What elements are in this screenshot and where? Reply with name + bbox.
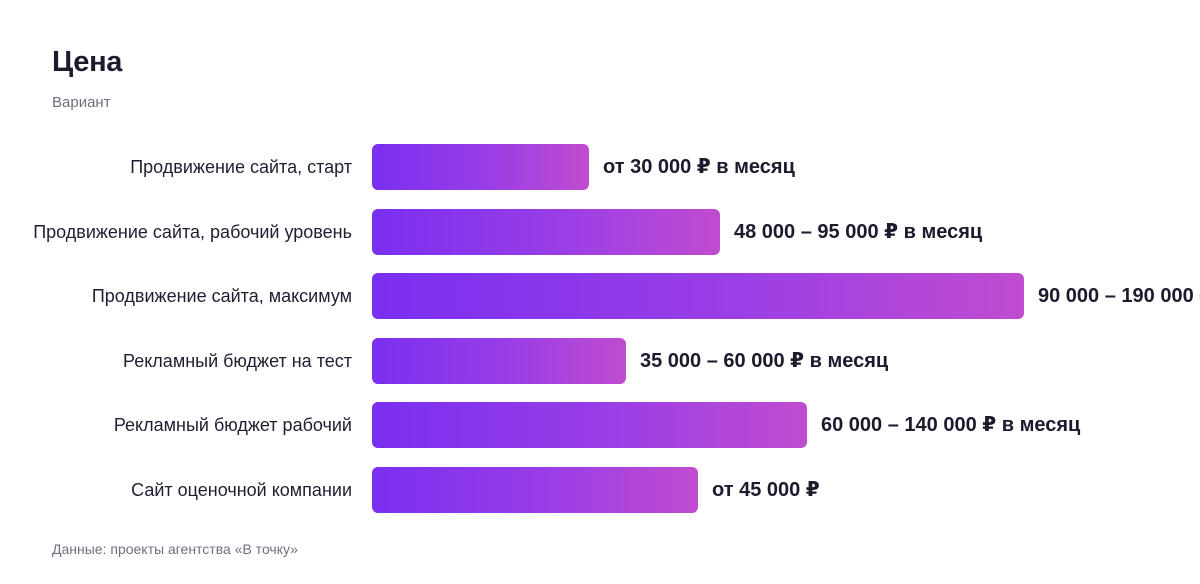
value-label: 90 000 – 190 000 ₽ в месяц — [1038, 285, 1200, 307]
category-label: Продвижение сайта, старт — [130, 157, 352, 177]
value-label: 35 000 – 60 000 ₽ в месяц — [640, 350, 889, 372]
chart-subtitle: Вариант — [52, 94, 111, 111]
category-label: Рекламный бюджет на тест — [123, 351, 352, 371]
value-label: 48 000 – 95 000 ₽ в месяц — [734, 221, 983, 243]
value-label: 60 000 – 140 000 ₽ в месяц — [821, 414, 1081, 436]
bar — [372, 402, 807, 448]
value-label: от 45 000 ₽ — [712, 479, 820, 501]
source-footnote: Данные: проекты агентства «В точку» — [52, 541, 298, 557]
category-label: Сайт оценочной компании — [131, 480, 352, 500]
category-label: Продвижение сайта, рабочий уровень — [33, 222, 352, 242]
bar — [372, 467, 698, 513]
category-label: Рекламный бюджет рабочий — [113, 415, 352, 435]
bar — [372, 273, 1024, 319]
chart-title: Цена — [52, 46, 123, 78]
bar — [372, 144, 589, 190]
bar — [372, 338, 626, 384]
value-label: от 30 000 ₽ в месяц — [603, 156, 795, 178]
bar — [372, 209, 720, 255]
category-label: Продвижение сайта, максимум — [91, 286, 352, 306]
